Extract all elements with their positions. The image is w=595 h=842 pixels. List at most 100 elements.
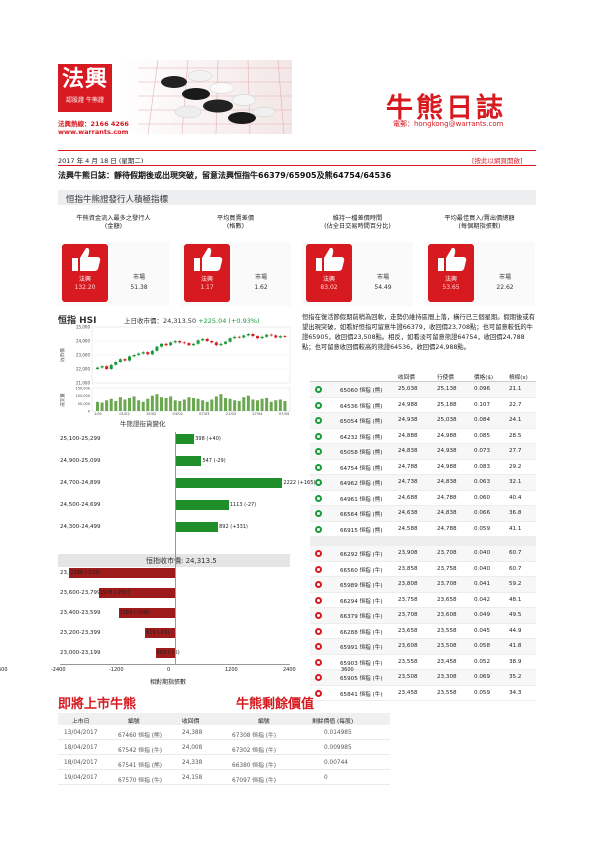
bull-bar xyxy=(98,588,175,598)
bull-row[interactable]: 65841 恒指 (牛) 23,458 23,558 0.059 34.3 xyxy=(310,686,536,701)
strike-price: 24,938 xyxy=(437,448,457,454)
bear-bar xyxy=(175,456,202,466)
residual-table-header: 編號 剩餘價值 (每股) xyxy=(228,713,390,725)
sell-icon[interactable] xyxy=(315,581,322,588)
candle-body xyxy=(224,341,227,344)
bull-row[interactable]: 65989 恒指 (牛) 23,808 23,708 0.041 59.2 xyxy=(310,577,536,593)
upcoming-row[interactable]: 18/04/2017 67541 恒指 (熊) 24,338 xyxy=(58,755,228,770)
gearing: 35.2 xyxy=(509,674,522,680)
strike-price: 24,788 xyxy=(437,525,457,532)
bear-row[interactable]: 65054 恒指 (熊) 24,938 25,038 0.084 24.1 xyxy=(310,413,536,429)
x-tick-label: 0 xyxy=(167,667,171,673)
open-in-browser-link[interactable]: [按此以網頁開啟] xyxy=(472,157,523,165)
bar-value-label: 1113 (-27) xyxy=(229,502,257,508)
volume-bar xyxy=(205,401,209,411)
strike-price: 23,658 xyxy=(437,596,457,603)
price: 0.059 xyxy=(474,525,491,532)
email-link[interactable]: 電郵：hongkong@warrants.com xyxy=(393,120,504,128)
residual-row[interactable]: 66380 恒指 (牛) 0.00744 xyxy=(228,755,390,770)
buy-icon[interactable] xyxy=(315,386,322,393)
price: 0.063 xyxy=(474,479,491,485)
y-tick-label: 25,000 xyxy=(76,325,90,330)
gearing: 24.1 xyxy=(509,417,522,423)
col-header-residual-value: 剩餘價值 (每股) xyxy=(312,719,354,725)
strike-price: 23,308 xyxy=(437,674,457,680)
candle-body xyxy=(260,336,264,339)
bear-row[interactable]: 66564 恒指 (熊) 24,638 24,838 0.066 36.8 xyxy=(310,506,536,522)
bull-row[interactable]: 66379 恒指 (牛) 23,708 23,608 0.049 49.5 xyxy=(310,608,536,624)
listing-date: 18/04/2017 xyxy=(64,745,98,751)
website-link[interactable]: www.warrants.com xyxy=(58,128,129,136)
buy-icon[interactable] xyxy=(315,401,322,409)
indicator-body: 法興 132.20 市場 51.38 xyxy=(58,242,169,306)
col-header-strike: 行使價 xyxy=(437,375,454,381)
upcoming-row[interactable]: 18/04/2017 67542 恒指 (牛) 24,008 xyxy=(58,740,228,755)
strike-price: 25,138 xyxy=(437,386,457,392)
strike-price: 24,988 xyxy=(437,463,457,470)
sell-icon[interactable] xyxy=(315,689,322,697)
warrant-code: 66564 恒指 (熊) xyxy=(340,512,383,518)
price: 0.073 xyxy=(474,448,491,454)
buy-icon[interactable] xyxy=(315,448,322,455)
bull-row[interactable]: 66294 恒指 (牛) 23,758 23,658 0.042 48.1 xyxy=(310,593,536,608)
candle-body xyxy=(205,338,209,341)
bull-row[interactable]: 66288 恒指 (牛) 23,658 23,558 0.045 44.9 xyxy=(310,624,536,639)
strike-price: 24,838 xyxy=(437,479,457,485)
bear-row[interactable]: 66915 恒指 (熊) 24,588 24,788 0.059 41.1 xyxy=(310,522,536,537)
sell-icon[interactable] xyxy=(315,627,322,635)
buy-icon[interactable] xyxy=(315,432,322,440)
sell-icon[interactable] xyxy=(315,596,322,604)
sell-icon[interactable] xyxy=(315,550,322,557)
volume-bar xyxy=(196,398,200,411)
sell-icon[interactable] xyxy=(315,643,322,650)
buy-icon[interactable] xyxy=(315,494,322,502)
bear-row[interactable]: 65060 恒指 (熊) 25,038 25,138 0.096 21.1 xyxy=(310,382,536,398)
bull-row[interactable]: 65905 恒指 (牛) 23,508 23,308 0.069 35.2 xyxy=(310,670,536,686)
bear-row[interactable]: 64754 恒指 (熊) 24,788 24,988 0.083 29.2 xyxy=(310,460,536,475)
upcoming-row[interactable]: 19/04/2017 67570 恒指 (牛) 24,158 xyxy=(58,770,228,785)
volume-bar xyxy=(96,401,99,411)
col-header-call-price: 收回價 xyxy=(398,375,415,381)
upcoming-row[interactable]: 13/04/2017 67460 恒指 (熊) 24,388 xyxy=(58,725,228,740)
section-title: 恒指牛熊證發行人積極指標 xyxy=(66,195,169,205)
volume-bar xyxy=(260,398,264,411)
volume-bar xyxy=(201,400,205,411)
gearing: 22.7 xyxy=(509,401,522,408)
bear-row[interactable]: 64536 恒指 (熊) 24,988 25,188 0.107 22.7 xyxy=(310,398,536,413)
candle-body xyxy=(274,335,278,338)
buy-icon[interactable] xyxy=(315,479,322,486)
bull-row[interactable]: 66292 恒指 (牛) 23,908 23,708 0.040 60.7 xyxy=(310,546,536,562)
sell-icon[interactable] xyxy=(315,565,322,573)
call-price: 24,888 xyxy=(398,432,418,439)
bar-value-label: 1578 (-255) xyxy=(99,590,130,596)
listing-date: 19/04/2017 xyxy=(64,775,98,781)
bull-row[interactable]: 65903 恒指 (牛) 23,558 23,458 0.052 38.9 xyxy=(310,655,536,670)
residual-row[interactable]: 67308 恒指 (牛) 0.014985 xyxy=(228,725,390,740)
x-axis xyxy=(60,664,290,665)
buy-icon[interactable] xyxy=(315,417,322,424)
sg-value: 83.02 xyxy=(320,284,338,291)
sell-icon[interactable] xyxy=(315,612,322,619)
bull-row[interactable]: 65991 恒指 (牛) 23,608 23,508 0.058 41.8 xyxy=(310,639,536,655)
gearing: 48.1 xyxy=(509,596,522,603)
buy-icon[interactable] xyxy=(315,463,322,471)
x-tick-label: 3600 xyxy=(341,667,354,673)
header-divider xyxy=(58,150,536,151)
zero-axis xyxy=(175,432,176,664)
thumbs-up-icon xyxy=(72,247,101,271)
bull-row[interactable]: 66560 恒指 (牛) 23,858 23,758 0.040 60.7 xyxy=(310,562,536,577)
bear-row[interactable]: 64232 恒指 (熊) 24,888 24,988 0.085 28.5 xyxy=(310,429,536,444)
bear-row[interactable]: 64961 恒指 (熊) 24,688 24,788 0.060 40.4 xyxy=(310,491,536,506)
sell-icon[interactable] xyxy=(315,658,322,666)
call-price: 23,758 xyxy=(398,596,418,603)
buy-icon[interactable] xyxy=(315,525,322,533)
bear-row[interactable]: 64962 恒指 (熊) 24,738 24,838 0.063 32.1 xyxy=(310,475,536,491)
residual-row[interactable]: 67302 恒指 (牛) 0.009985 xyxy=(228,740,390,755)
bear-row[interactable]: 65058 恒指 (熊) 24,838 24,938 0.073 27.7 xyxy=(310,444,536,460)
price: 0.083 xyxy=(474,463,491,470)
sell-icon[interactable] xyxy=(315,674,322,681)
residual-row[interactable]: 67097 恒指 (牛) 0 xyxy=(228,770,390,785)
buy-icon[interactable] xyxy=(315,510,322,517)
hotline-number: 法興熱線：2166 4266 xyxy=(58,120,129,128)
candle-body xyxy=(196,340,200,344)
